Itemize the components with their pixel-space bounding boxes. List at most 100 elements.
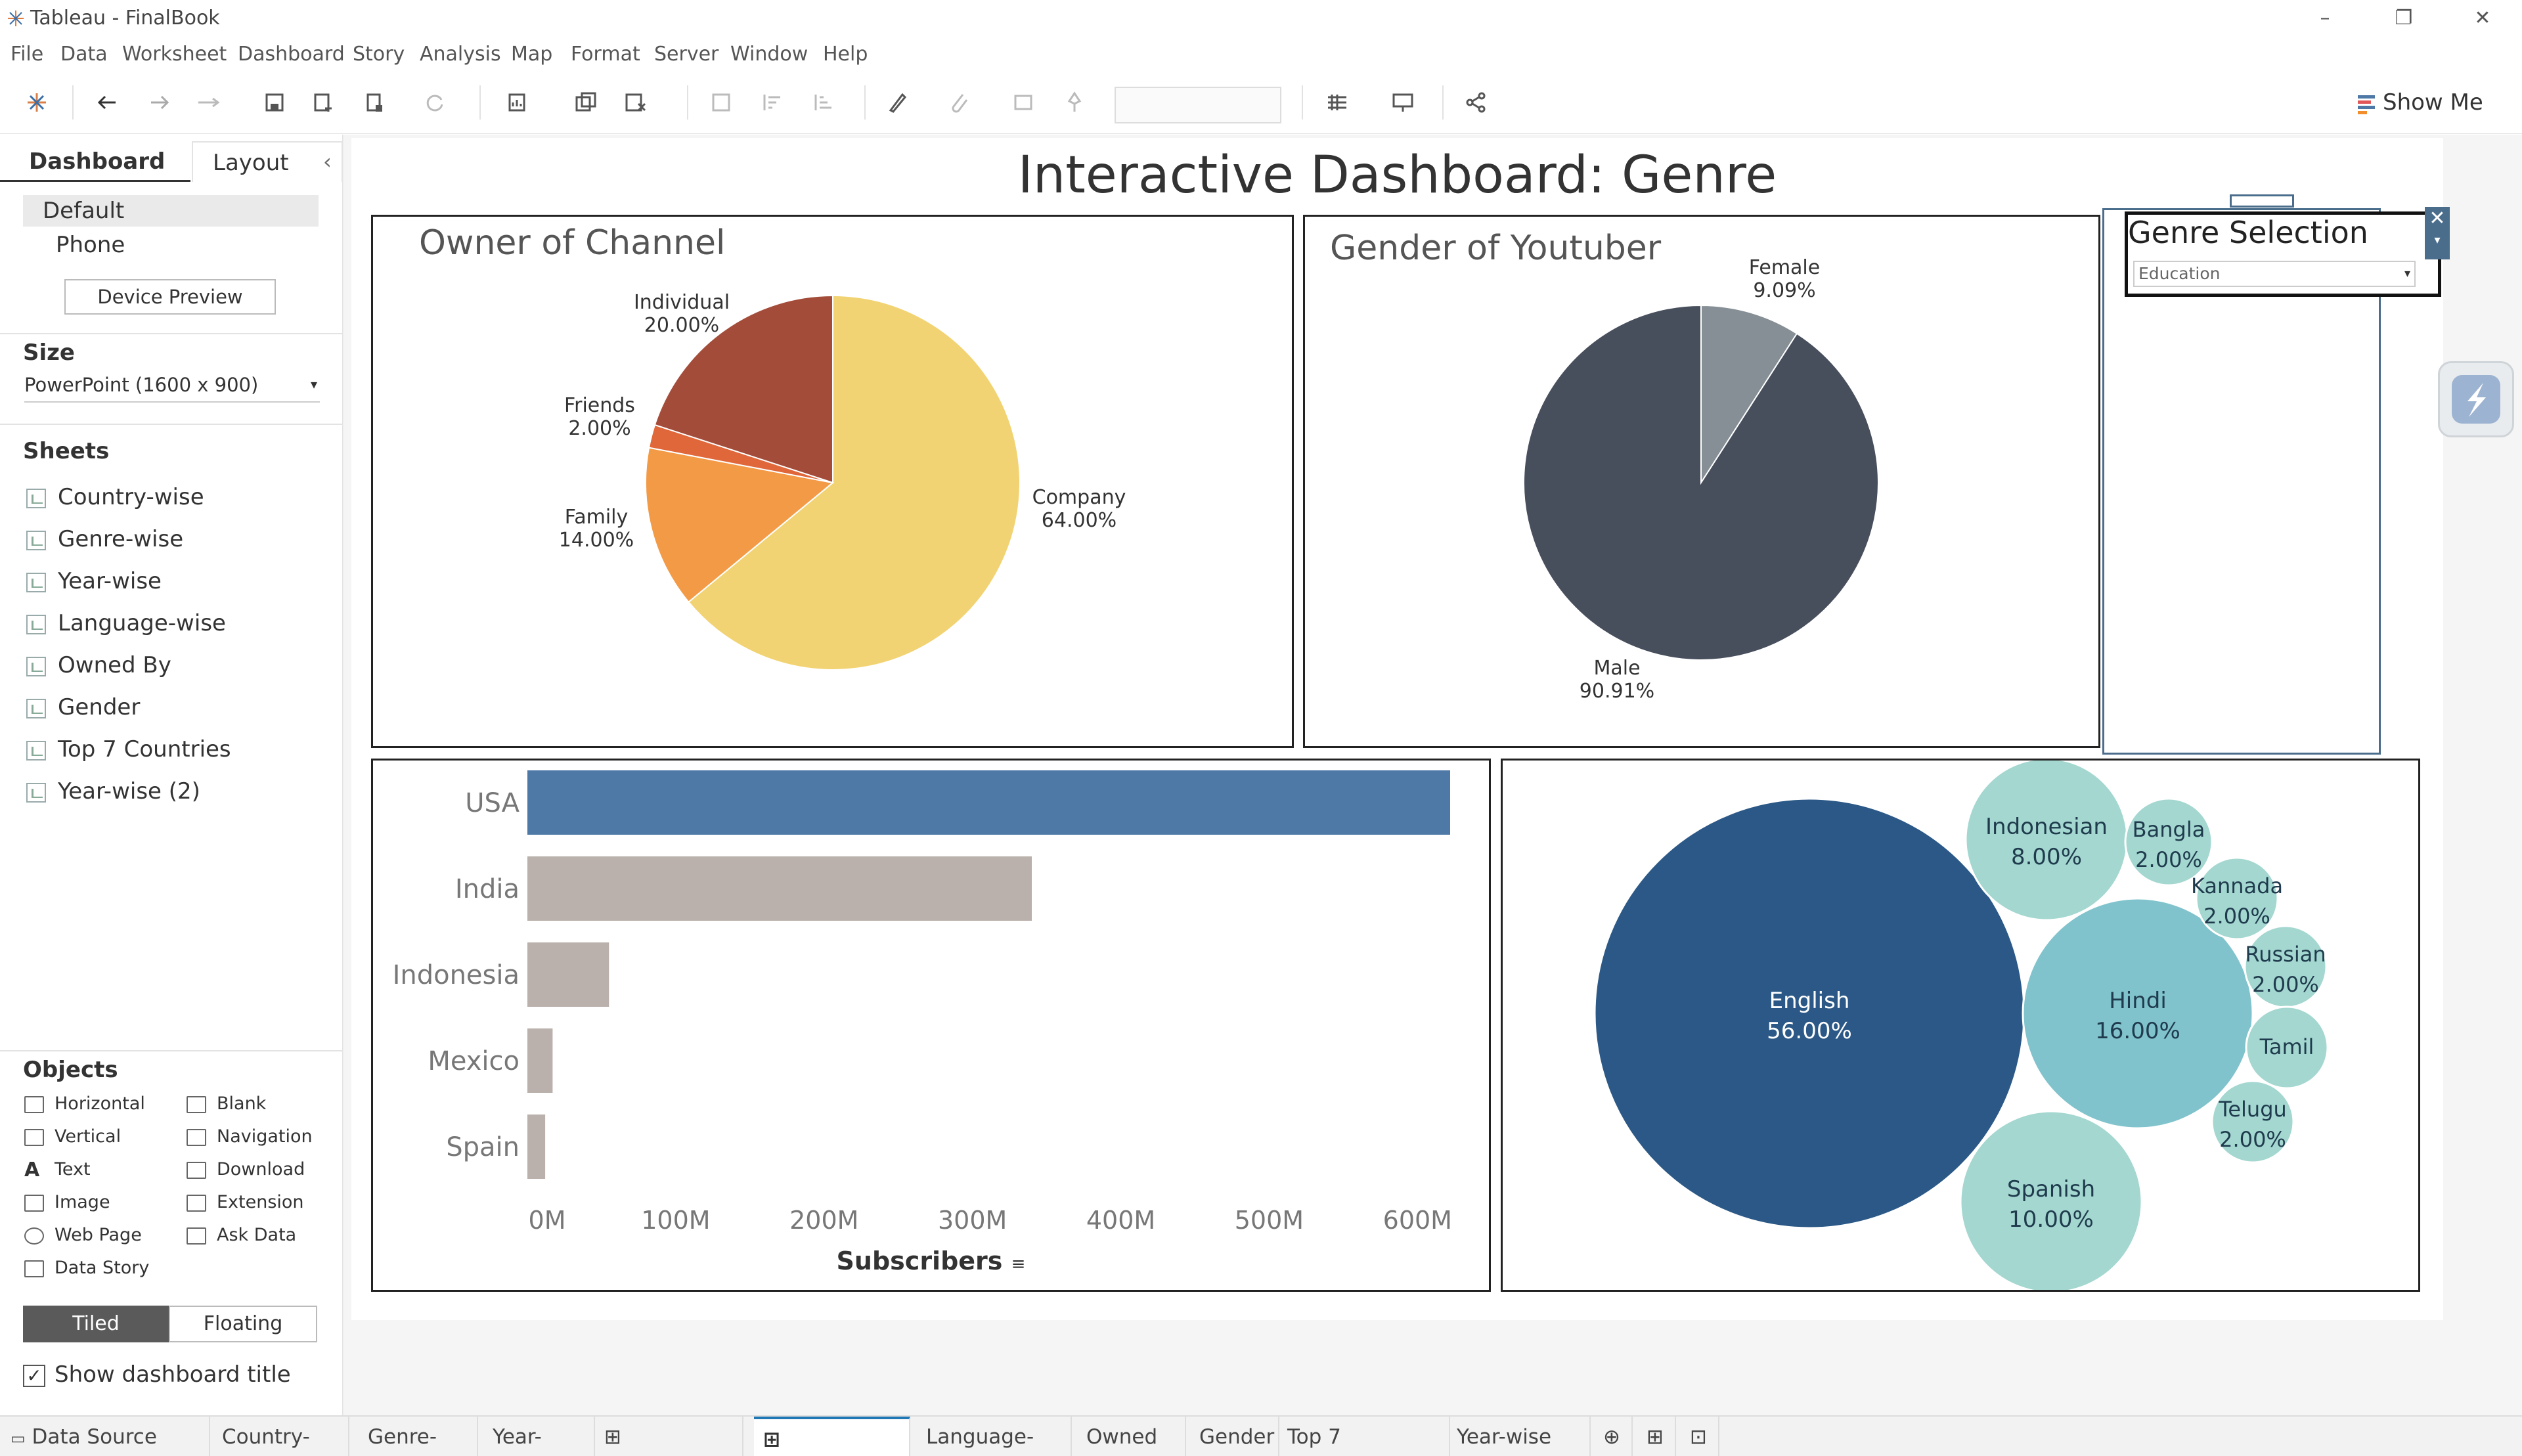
floating-button[interactable]: Floating [169, 1306, 317, 1342]
bar-indonesia[interactable] [527, 942, 609, 1007]
sort-descending-icon[interactable] [809, 88, 838, 117]
sheet-year-wise-2[interactable]: Year-wise (2) [26, 777, 200, 806]
bubble-bangla[interactable] [2124, 797, 2213, 887]
device-default[interactable]: Default [23, 195, 319, 227]
tableau-home-icon[interactable] [22, 88, 51, 117]
sort-icon[interactable]: ≡ [1011, 1254, 1026, 1274]
pie-slice-family[interactable] [645, 447, 835, 604]
swap-rows-columns-icon[interactable] [707, 88, 736, 117]
bubble-kannada[interactable] [2195, 856, 2279, 940]
genre-selection-filter[interactable]: Genre Selection Education ▾ [2125, 211, 2441, 297]
menu-map[interactable]: Map [511, 43, 553, 66]
object-navigation[interactable]: Navigation [187, 1124, 313, 1150]
minimize-icon[interactable]: – [2320, 7, 2330, 30]
object-horizontal[interactable]: Horizontal [24, 1091, 145, 1117]
tab-genre-wise[interactable]: Genre-wise [357, 1417, 478, 1456]
sort-ascending-icon[interactable] [758, 88, 787, 117]
pin-icon[interactable] [1060, 88, 1089, 117]
bubble-spanish[interactable] [1959, 1110, 2143, 1290]
sheet-top-7-countries[interactable]: Top 7 Countries [26, 735, 231, 764]
bar-india[interactable] [527, 856, 1032, 921]
device-preview-button[interactable]: Device Preview [64, 279, 276, 315]
presentation-mode-icon[interactable] [1388, 88, 1417, 117]
menu-window[interactable]: Window [730, 43, 808, 66]
new-story-icon[interactable]: ⊡ [1679, 1417, 1719, 1456]
sheet-language-wise[interactable]: Language-wise [26, 609, 226, 638]
checkbox-checked-icon[interactable]: ✓ [23, 1364, 45, 1387]
object-web-page[interactable]: Web Page [24, 1222, 142, 1248]
replay-icon[interactable] [194, 88, 223, 117]
tab-year-wise[interactable]: Year-wise [483, 1417, 595, 1456]
sheet-country-wise[interactable]: Country-wise [26, 483, 204, 512]
close-icon[interactable]: ✕ [2474, 7, 2491, 30]
object-ask-data[interactable]: Ask Data [187, 1222, 296, 1248]
top-countries-sheet[interactable]: USA India Indonesia Mexico Spain 0M 100M 200M 30… [371, 759, 1491, 1292]
bubble-indonesian[interactable] [1964, 761, 2129, 921]
menu-format[interactable]: Format [571, 43, 640, 66]
menu-data[interactable]: Data [60, 43, 108, 66]
tab-layout[interactable]: Layout [192, 141, 343, 182]
pie-slice-company[interactable] [687, 294, 1021, 671]
show-me-button[interactable]: Show Me [2358, 89, 2483, 116]
size-dropdown[interactable]: PowerPoint (1600 x 900) ▾ [24, 374, 320, 403]
floating-assistant-button[interactable] [2438, 361, 2514, 437]
pause-updates-icon[interactable] [360, 88, 389, 117]
collapse-pane-icon[interactable]: ‹ [323, 149, 332, 174]
object-data-story[interactable]: Data Story [24, 1255, 149, 1281]
owner-of-channel-sheet[interactable]: Owner of Channel Individual 20.00% Friend… [371, 215, 1294, 748]
duplicate-sheet-icon[interactable] [571, 88, 600, 117]
group-members-icon[interactable] [944, 88, 973, 117]
sheet-genre-wise[interactable]: Genre-wise [26, 525, 183, 554]
fit-dropdown[interactable] [1115, 87, 1281, 123]
restore-icon[interactable]: ❐ [2395, 7, 2413, 30]
tab-gender[interactable]: Gender [1190, 1417, 1279, 1456]
tab-dashboard-ii[interactable]: ⊞ Dashboard II [754, 1417, 910, 1456]
genre-dropdown[interactable]: Education ▾ [2133, 261, 2416, 287]
show-title-checkbox-row[interactable]: ✓ Show dashboard title [23, 1361, 291, 1388]
new-data-source-icon[interactable] [309, 88, 338, 117]
tab-owned-by[interactable]: Owned By [1077, 1417, 1186, 1456]
sheet-gender[interactable]: Gender [26, 693, 140, 722]
undo-icon[interactable] [93, 88, 122, 117]
show-cards-icon[interactable] [1323, 88, 1352, 117]
language-bubble-chart[interactable]: English 56.00% Hindi 16.00% Spanish 10.00% Ind… [1503, 761, 2418, 1290]
redo-icon[interactable] [144, 88, 173, 117]
show-mark-labels-icon[interactable] [1009, 88, 1038, 117]
pie-slice-individual[interactable] [653, 294, 833, 484]
tab-year-wise-2[interactable]: Year-wise (2) [1448, 1417, 1591, 1456]
bar-spain[interactable] [527, 1114, 546, 1179]
tab-top-7-countries[interactable]: Top 7 Countries [1278, 1417, 1450, 1456]
menu-dashboard[interactable]: Dashboard [238, 43, 345, 66]
bubble-tamil[interactable] [2245, 1005, 2329, 1090]
clear-sheet-icon[interactable] [621, 88, 650, 117]
menu-story[interactable]: Story [353, 43, 405, 66]
bubble-telugu[interactable] [2211, 1080, 2295, 1164]
device-phone[interactable]: Phone [56, 232, 125, 258]
tab-country-wise[interactable]: Country-wise [211, 1417, 349, 1456]
menu-analysis[interactable]: Analysis [420, 43, 501, 66]
object-vertical[interactable]: Vertical [24, 1124, 121, 1150]
gender-pie-chart[interactable] [1305, 217, 2098, 746]
gender-of-youtuber-sheet[interactable]: Gender of Youtuber Female 9.09% Male 90.91… [1303, 215, 2100, 748]
pie-slice-male[interactable] [1523, 304, 1879, 661]
share-icon[interactable] [1462, 88, 1491, 117]
object-download[interactable]: Download [187, 1157, 305, 1183]
save-icon[interactable] [260, 88, 289, 117]
new-worksheet-icon[interactable] [504, 88, 533, 117]
new-worksheet-icon[interactable]: ⊕ [1592, 1417, 1633, 1456]
menu-file[interactable]: File [11, 43, 44, 66]
bubble-hindi[interactable] [2022, 897, 2254, 1130]
tiled-button[interactable]: Tiled [23, 1306, 169, 1342]
subscribers-bar-chart[interactable]: USA India Indonesia Mexico Spain 0M 100M 200M 30… [373, 761, 1489, 1290]
refresh-icon[interactable] [420, 88, 449, 117]
tab-data-source[interactable]: ▭ Data Source [0, 1417, 210, 1456]
tab-dashboard-i[interactable]: ⊞ Dashboard I [595, 1417, 743, 1456]
object-extension[interactable]: Extension [187, 1189, 304, 1216]
menu-worksheet[interactable]: Worksheet [122, 43, 227, 66]
tab-language-wise[interactable]: Language-wise [917, 1417, 1072, 1456]
owner-pie-chart[interactable] [373, 217, 1292, 746]
sheet-owned-by[interactable]: Owned By [26, 651, 171, 680]
object-blank[interactable]: Blank [187, 1091, 266, 1117]
sheet-year-wise[interactable]: Year-wise [26, 567, 162, 596]
menu-server[interactable]: Server [654, 43, 719, 66]
